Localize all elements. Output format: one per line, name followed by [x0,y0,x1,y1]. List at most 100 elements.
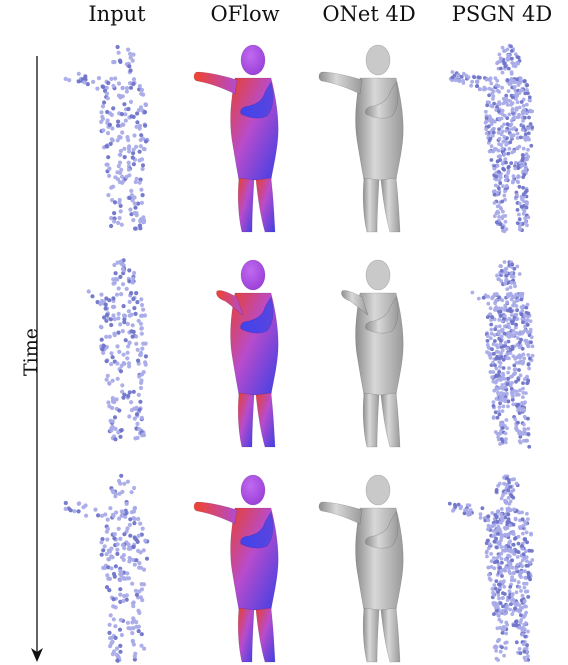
point [497,332,501,336]
point [116,311,121,316]
point [488,306,493,311]
point [500,216,505,221]
point [128,51,133,56]
point [470,79,474,84]
point [502,260,507,264]
point [525,643,529,647]
point [115,138,120,143]
point [524,530,529,535]
point [510,334,514,338]
point [138,352,143,358]
point [475,84,480,88]
point [512,300,517,304]
point [485,538,490,543]
point [526,344,531,349]
point [131,600,136,605]
point [503,99,507,104]
point [499,355,504,359]
point [522,356,527,361]
point [127,522,132,527]
point [530,558,535,562]
point [506,553,511,558]
point [110,424,115,429]
point [501,184,505,189]
point [464,73,469,78]
point [120,329,125,334]
point [502,193,507,198]
point [130,334,135,339]
point [508,508,513,513]
point [511,174,516,179]
point [511,274,516,279]
point [513,606,517,611]
point [525,201,529,205]
point [501,209,505,214]
point [118,274,123,279]
point [523,138,528,142]
point [493,380,498,385]
point [521,163,526,168]
point [526,563,530,568]
point [509,102,513,107]
point [526,426,531,431]
point [114,292,120,297]
point [500,70,505,75]
point [83,503,88,508]
point [132,306,137,311]
point [517,429,522,434]
point [520,153,525,157]
point [506,151,511,156]
point [490,347,494,352]
point [527,560,532,565]
point [486,546,491,551]
point [102,315,107,320]
point [115,44,120,50]
point [129,188,134,193]
point [504,418,509,422]
point [133,205,138,210]
point [509,281,514,285]
point [508,571,513,576]
point [139,331,144,336]
point [141,370,146,375]
point [520,401,524,405]
point [141,307,146,312]
point [135,435,140,440]
point [511,303,515,308]
point [109,546,114,551]
point [126,167,131,172]
point [128,55,133,60]
point [517,144,522,149]
column-title-input: Input [88,2,146,26]
point [495,292,499,296]
point [115,542,120,547]
point [504,273,509,278]
point [515,136,520,140]
point [521,125,526,129]
point [131,618,137,623]
point [505,174,509,179]
point [526,574,531,578]
point [515,179,520,184]
point [132,133,137,138]
point [115,361,120,366]
point [505,346,510,351]
point [466,512,470,517]
point [524,152,529,156]
point [486,565,491,570]
point [511,61,516,66]
point [522,649,527,654]
point [527,95,532,100]
point [512,552,517,556]
point [511,522,516,527]
point [521,320,525,325]
point [502,308,507,312]
point [110,639,115,644]
point [504,631,508,636]
point [505,476,509,480]
point [514,427,519,431]
point [482,87,486,92]
point [498,582,502,587]
point [517,510,522,515]
point [501,373,506,378]
